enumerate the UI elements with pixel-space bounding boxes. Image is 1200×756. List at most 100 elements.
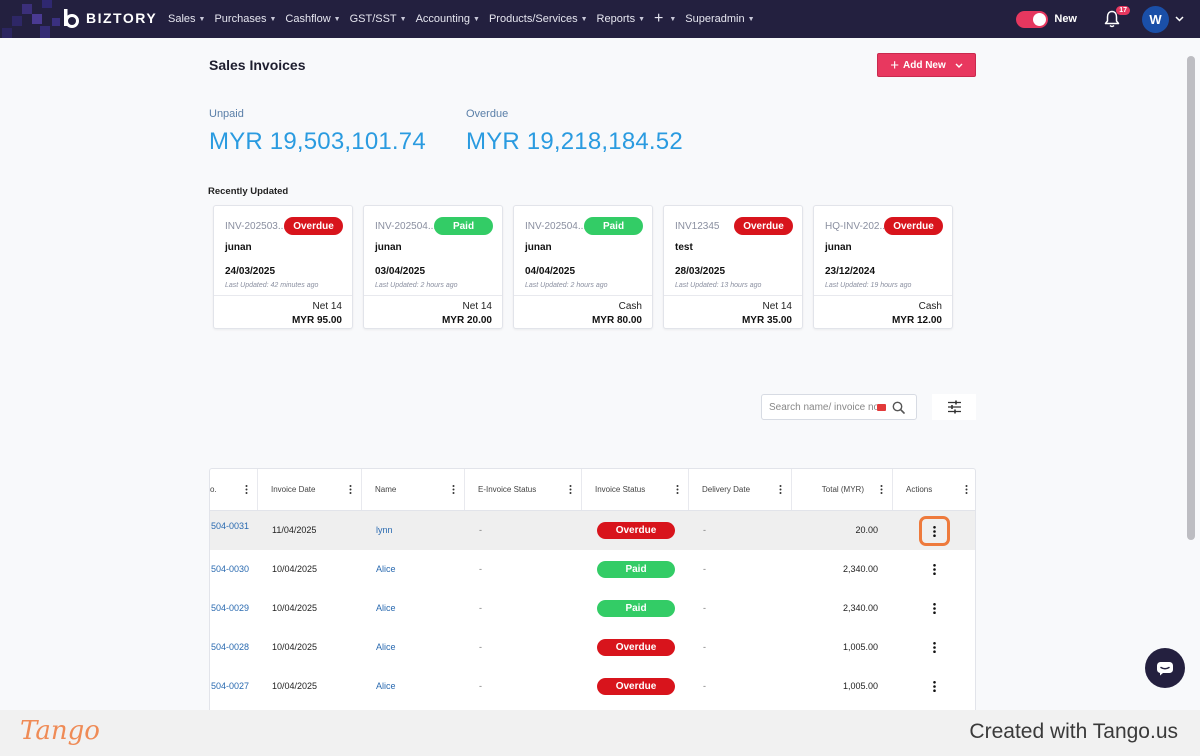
invoice-no-link[interactable]: 504-0029 — [211, 603, 250, 613]
chevron-down-icon: ▼ — [473, 15, 480, 23]
new-ui-toggle[interactable] — [1016, 10, 1049, 28]
chevron-down-icon: ▼ — [399, 15, 407, 23]
table-row[interactable]: 504-0027 10/04/2025 Alice - Overdue - 1,005.00 — [210, 667, 975, 706]
card-divider — [814, 295, 952, 296]
menu-item-purchases[interactable]: Purchases ▼ — [214, 13, 276, 25]
column-header-total[interactable]: Total (MYR) — [792, 469, 893, 510]
status-badge: Paid — [434, 217, 493, 235]
card-amount: MYR 95.00 — [291, 315, 342, 326]
search-icon[interactable] — [892, 401, 905, 414]
column-header-invoice-date[interactable]: Invoice Date — [258, 469, 362, 510]
menu-item-products-services[interactable]: Products/Services ▼ — [489, 13, 588, 25]
bell-icon — [1104, 10, 1120, 28]
table-row[interactable]: 504-0028 10/04/2025 Alice - Overdue - 1,005.00 — [210, 628, 975, 667]
kebab-icon[interactable] — [779, 485, 782, 496]
customer-name-link[interactable]: Alice — [376, 681, 396, 691]
total-cell: 1,005.00 — [842, 681, 878, 691]
page-scrollbar[interactable] — [1187, 56, 1195, 540]
invoice-no-link[interactable]: 504-0027 — [211, 681, 250, 691]
chevron-down-icon — [955, 61, 963, 70]
menu-item-superadmin[interactable]: Superadmin ▼ — [685, 13, 754, 25]
kebab-icon[interactable] — [569, 485, 572, 496]
customer-name-link[interactable]: Alice — [376, 642, 396, 652]
table-row[interactable]: 504-0029 10/04/2025 Alice - Paid - 2,340.00 — [210, 589, 975, 628]
kebab-icon[interactable] — [349, 485, 352, 496]
chevron-down-icon: ▼ — [333, 15, 341, 23]
user-avatar[interactable]: W — [1142, 5, 1169, 33]
column-header-name[interactable]: Name — [362, 469, 465, 510]
card-date: 28/03/2025 — [675, 266, 726, 277]
row-actions-button[interactable] — [919, 554, 950, 584]
menu-item-reports[interactable]: Reports ▼ — [597, 13, 645, 25]
kebab-icon[interactable] — [245, 485, 248, 496]
row-actions-button[interactable] — [919, 632, 950, 662]
kebab-icon — [933, 563, 936, 575]
status-badge: Paid — [597, 600, 675, 617]
column-header-actions[interactable]: Actions — [893, 469, 975, 510]
einvoice-status-cell: - — [479, 603, 482, 613]
filter-button[interactable] — [932, 394, 976, 420]
total-cell: 2,340.00 — [842, 603, 878, 613]
chevron-down-icon: ▼ — [669, 15, 677, 23]
kebab-icon[interactable] — [965, 485, 968, 496]
customer-name-link[interactable]: Alice — [376, 603, 396, 613]
tango-credit: Created with Tango.us — [969, 720, 1178, 743]
card-customer-name: junan — [525, 242, 552, 253]
row-actions-button[interactable] — [919, 671, 950, 701]
column-header-label: Name — [375, 485, 397, 494]
table-row[interactable]: 504-0031 11/04/2025 lynn - Overdue - 20.00 — [210, 511, 975, 550]
menu-item-quick-add[interactable]: + ▼ — [654, 10, 676, 28]
chat-support-button[interactable] — [1145, 648, 1185, 688]
menu-item-accounting[interactable]: Accounting ▼ — [416, 13, 480, 25]
recent-invoice-card[interactable]: INV-202503... Overdue junan 24/03/2025 Last … — [213, 205, 353, 329]
column-header-einvoice-status[interactable]: E-Invoice Status — [465, 469, 582, 510]
chevron-down-icon[interactable] — [1175, 14, 1184, 24]
plus-icon: + — [654, 10, 664, 27]
invoice-date-cell: 11/04/2025 — [272, 525, 317, 535]
invoice-no-link[interactable]: 504-0031 — [211, 521, 250, 531]
column-header-invoice-status[interactable]: Invoice Status — [582, 469, 689, 510]
brand-logo[interactable]: BIZTORY — [62, 8, 157, 28]
column-header-delivery-date[interactable]: Delivery Date — [689, 469, 792, 510]
kebab-icon[interactable] — [676, 485, 679, 496]
kebab-icon — [933, 525, 936, 537]
kebab-icon[interactable] — [880, 485, 883, 496]
unpaid-summary: Unpaid MYR 19,503,101.74 — [209, 108, 426, 156]
kebab-icon[interactable] — [452, 485, 455, 496]
overdue-summary: Overdue MYR 19,218,184.52 — [466, 108, 683, 156]
invoice-no-link[interactable]: 504-0028 — [211, 642, 250, 652]
column-header-label: E-Invoice Status — [478, 485, 537, 494]
menu-item-cashflow[interactable]: Cashflow ▼ — [285, 13, 340, 25]
menu-item-label: Products/Services — [488, 13, 578, 25]
card-last-updated: Last Updated: 2 hours ago — [525, 282, 608, 289]
add-new-button[interactable]: + Add New — [877, 53, 976, 77]
notifications-button[interactable]: 17 — [1104, 6, 1130, 29]
card-payment-term: Net 14 — [762, 301, 792, 312]
tango-logo: Tango — [20, 716, 100, 746]
row-actions-button[interactable] — [919, 593, 950, 623]
card-invoice-no: INV-202504... — [375, 221, 437, 232]
invoice-no-link[interactable]: 504-0030 — [211, 564, 250, 574]
recent-invoice-card[interactable]: HQ-INV-202... Overdue junan 23/12/2024 Last … — [813, 205, 953, 329]
table-row[interactable]: 504-0030 10/04/2025 Alice - Paid - 2,340.00 — [210, 550, 975, 589]
card-invoice-no: INV-202503... — [225, 221, 287, 232]
recent-invoice-card[interactable]: INV12345 Overdue test 28/03/2025 Last Update… — [663, 205, 803, 329]
card-amount: MYR 80.00 — [591, 315, 642, 326]
delivery-date-cell: - — [703, 681, 706, 691]
column-header-invoice-no[interactable]: o. — [210, 469, 258, 510]
menu-item-label: GST/SST — [349, 13, 397, 25]
menu-item-gst-sst[interactable]: GST/SST ▼ — [350, 13, 407, 25]
status-badge: Overdue — [597, 522, 675, 539]
brand-name: BIZTORY — [86, 10, 158, 26]
customer-name-link[interactable]: Alice — [376, 564, 396, 574]
card-last-updated: Last Updated: 19 hours ago — [825, 282, 912, 289]
row-actions-button[interactable] — [919, 516, 950, 546]
recent-invoice-card[interactable]: INV-202504... Paid junan 04/04/2025 Last Upd… — [513, 205, 653, 329]
chevron-down-icon: ▼ — [269, 15, 277, 23]
recent-invoice-card[interactable]: INV-202504... Paid junan 03/04/2025 Last Upd… — [363, 205, 503, 329]
card-divider — [214, 295, 352, 296]
search-input[interactable] — [769, 401, 877, 413]
card-payment-term: Cash — [918, 301, 942, 312]
menu-item-sales[interactable]: Sales ▼ — [168, 13, 205, 25]
customer-name-link[interactable]: lynn — [376, 525, 393, 535]
